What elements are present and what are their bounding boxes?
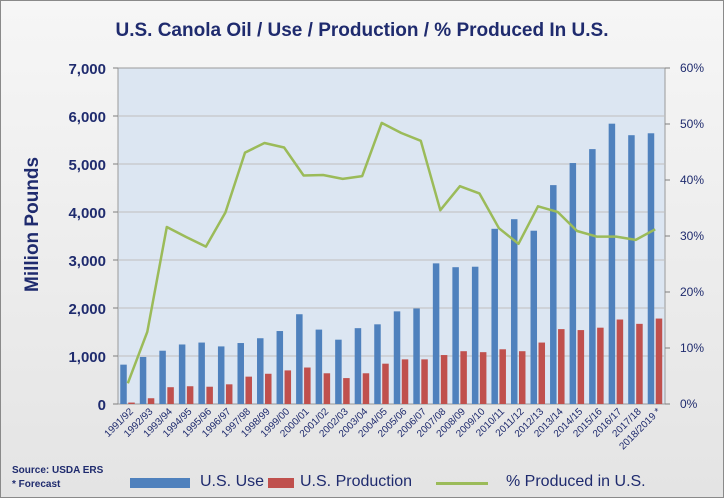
y-tick-label: 7,000 bbox=[68, 61, 106, 78]
bar-production bbox=[128, 402, 135, 404]
bar-production bbox=[304, 367, 311, 404]
y2-tick-label: 40% bbox=[680, 173, 704, 187]
bar-production bbox=[167, 387, 174, 404]
y-tick-label: 1,000 bbox=[68, 349, 106, 366]
bar-use bbox=[374, 324, 381, 404]
y2-tick-label: 50% bbox=[680, 117, 704, 131]
y-tick-label: 5,000 bbox=[68, 157, 106, 174]
bar-use bbox=[452, 267, 459, 404]
bar-production bbox=[343, 378, 350, 404]
y2-tick-label: 20% bbox=[680, 285, 704, 299]
bar-production bbox=[499, 349, 506, 404]
bar-use bbox=[159, 350, 166, 404]
source-note: Source: USDA ERS * Forecast bbox=[12, 464, 103, 492]
bar-use bbox=[471, 266, 479, 404]
bar-production bbox=[284, 370, 292, 404]
bar-production bbox=[616, 319, 624, 404]
bar-production bbox=[147, 398, 155, 404]
bar-use bbox=[237, 343, 244, 404]
bar-production bbox=[421, 359, 428, 404]
legend-swatch-production bbox=[268, 478, 294, 488]
bar-production bbox=[323, 373, 331, 404]
bar-use bbox=[178, 344, 186, 404]
forecast-note: * Forecast bbox=[12, 479, 61, 490]
bar-use bbox=[393, 311, 401, 404]
chart-title: U.S. Canola Oil / Use / Production / % P… bbox=[115, 20, 609, 41]
bar-use bbox=[120, 364, 127, 404]
bar-production bbox=[382, 363, 389, 404]
bar-use bbox=[257, 338, 264, 404]
bar-production bbox=[479, 352, 487, 404]
bar-production bbox=[518, 351, 526, 404]
bar-use bbox=[647, 133, 655, 404]
bar-use bbox=[296, 314, 303, 404]
bar-use bbox=[628, 135, 635, 404]
bar-production bbox=[245, 376, 252, 404]
bar-use bbox=[139, 356, 147, 404]
bar-production bbox=[558, 329, 565, 404]
y2-tick-label: 30% bbox=[680, 229, 704, 243]
percent-produced-line bbox=[126, 121, 656, 384]
legend-swatch-use bbox=[130, 478, 190, 488]
legend-label-production: U.S. Production bbox=[300, 473, 413, 490]
bar-use bbox=[413, 308, 420, 404]
bar-use bbox=[432, 263, 440, 404]
bar-use bbox=[354, 328, 362, 404]
bar-use bbox=[491, 228, 498, 404]
bar-production bbox=[577, 330, 585, 404]
bar-production bbox=[440, 355, 448, 404]
y-tick-label: 0 bbox=[98, 397, 106, 414]
bar-production bbox=[655, 318, 663, 404]
source-line: Source: USDA ERS bbox=[12, 465, 104, 476]
bar-use bbox=[550, 185, 557, 404]
y-tick-label: 6,000 bbox=[68, 109, 106, 126]
bar-use bbox=[510, 219, 518, 404]
bar-use bbox=[198, 342, 205, 404]
bar-use bbox=[530, 230, 538, 404]
bar-use bbox=[608, 123, 616, 405]
bar-use bbox=[315, 329, 323, 404]
bar-use bbox=[569, 163, 577, 404]
bar-production bbox=[206, 386, 213, 404]
bar-production bbox=[460, 351, 467, 404]
y2-tick-label: 0% bbox=[680, 397, 698, 411]
bar-production bbox=[225, 384, 233, 404]
bar-use bbox=[217, 346, 225, 404]
y-tick-label: 4,000 bbox=[68, 205, 106, 222]
bar-production bbox=[265, 373, 272, 404]
bar-production bbox=[538, 342, 546, 404]
y-tick-label: 2,000 bbox=[68, 301, 106, 318]
y-tick-label: 3,000 bbox=[68, 253, 106, 270]
bar-use bbox=[589, 149, 596, 404]
y2-tick-label: 60% bbox=[680, 61, 704, 75]
y2-tick-label: 10% bbox=[680, 341, 704, 355]
bar-use bbox=[335, 339, 342, 404]
legend-swatch-percent bbox=[436, 482, 488, 485]
bar-production bbox=[597, 327, 604, 404]
bar-use bbox=[276, 331, 284, 404]
legend-label-use: U.S. Use bbox=[200, 473, 265, 490]
bar-production bbox=[401, 359, 409, 404]
legend-label-percent: % Produced in U.S. bbox=[506, 473, 646, 490]
bar-production bbox=[636, 323, 643, 404]
bar-production bbox=[362, 373, 370, 404]
bar-production bbox=[186, 386, 194, 404]
